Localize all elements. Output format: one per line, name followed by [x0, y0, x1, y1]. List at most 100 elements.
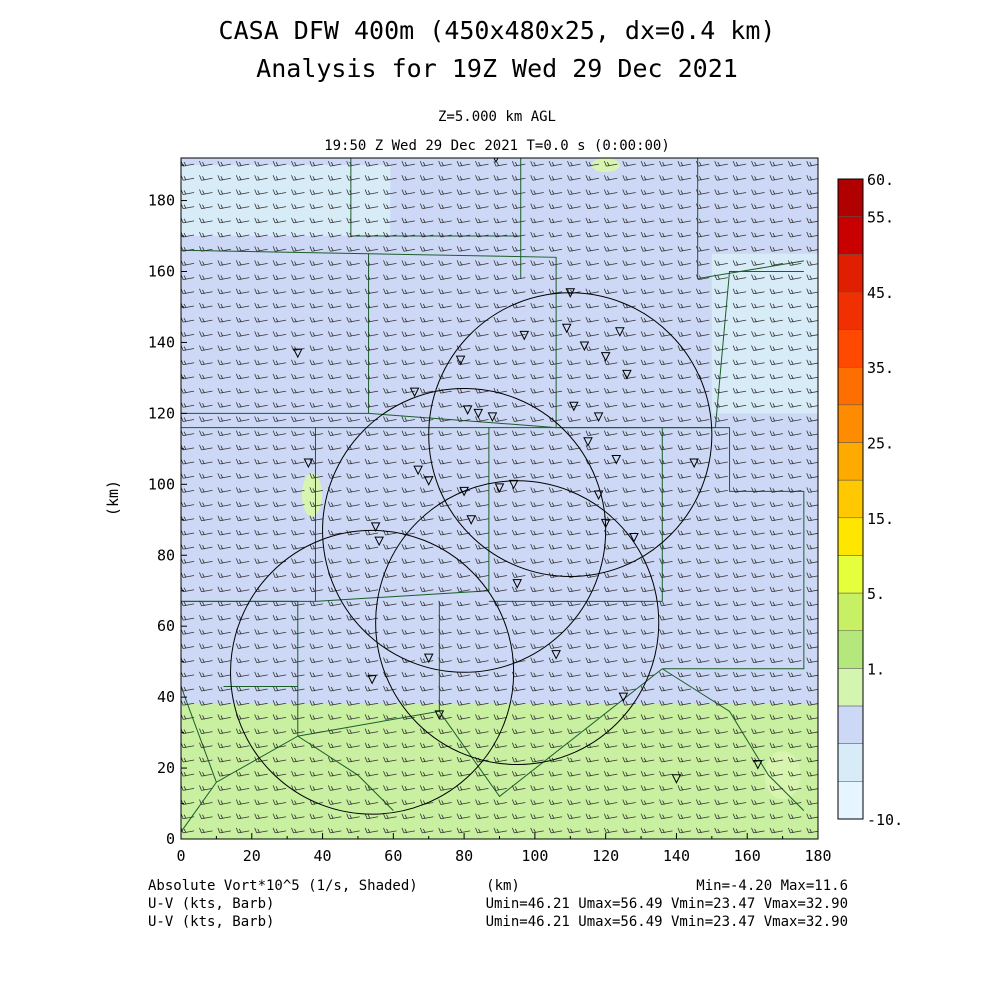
wind-barb: [787, 742, 802, 749]
wind-barb: [419, 160, 434, 167]
wind-barb: [787, 302, 802, 309]
wind-barb: [769, 728, 784, 734]
wind-barb: [585, 728, 599, 734]
wind-barb: [787, 586, 802, 593]
wind-barb: [603, 487, 618, 493]
wind-barb: [456, 430, 471, 437]
wind-barb: [438, 260, 452, 266]
wind-barb: [419, 742, 434, 749]
wind-barb: [327, 714, 342, 720]
wind-barb: [456, 515, 471, 522]
wind-barb: [419, 203, 434, 210]
wind-barb: [475, 458, 489, 465]
wind-barb: [419, 501, 434, 507]
wind-barb: [787, 416, 802, 422]
wind-barb: [622, 771, 636, 777]
wind-barb: [346, 189, 360, 195]
wind-barb: [622, 671, 636, 678]
wind-barb: [714, 160, 728, 167]
wind-barb: [695, 189, 710, 195]
wind-barb: [456, 331, 471, 337]
wind-barb: [199, 813, 213, 820]
wind-barb: [401, 501, 415, 507]
wind-barb: [769, 274, 784, 280]
wind-barb: [456, 742, 471, 749]
wind-barb: [493, 614, 507, 621]
wind-barb: [346, 700, 360, 706]
wind-barb: [199, 785, 213, 791]
wind-barb: [475, 643, 489, 649]
wind-barb: [714, 458, 728, 465]
wind-barb: [309, 756, 323, 763]
wind-barb: [475, 175, 489, 181]
wind-barb: [732, 671, 747, 678]
wind-barb: [346, 458, 360, 465]
wind-barb: [272, 359, 287, 366]
wind-barb: [677, 430, 692, 437]
wind-barb: [714, 501, 728, 507]
radar-site-marker: [434, 710, 445, 720]
wind-barb: [622, 785, 636, 791]
wind-barb: [217, 416, 231, 422]
wind-barb: [603, 756, 618, 763]
wind-barb: [493, 444, 507, 451]
wind-barb: [732, 430, 747, 437]
wind-barb: [272, 544, 287, 550]
wind-barb: [383, 331, 397, 337]
wind-barb: [383, 671, 397, 678]
county-boundary: [350, 158, 522, 279]
shade-patch: [301, 472, 322, 517]
y-tick-label: 160: [148, 263, 175, 281]
wind-barb: [585, 586, 599, 593]
wind-barb: [622, 572, 636, 578]
wind-barb: [751, 430, 765, 437]
wind-barb: [567, 643, 581, 649]
radar-site-marker: [519, 330, 530, 341]
wind-barb: [475, 600, 489, 607]
wind-barb: [199, 288, 213, 295]
wind-barb: [659, 657, 673, 664]
wind-barb: [585, 160, 599, 167]
colorbar-segment: [837, 254, 864, 293]
wind-barb: [769, 714, 784, 720]
wind-barb: [364, 700, 379, 706]
wind-barb: [695, 771, 710, 777]
y-tick-label: 0: [166, 830, 175, 848]
wind-barb: [475, 430, 489, 437]
x-tick-label: 120: [592, 847, 619, 865]
wind-barb: [585, 203, 599, 210]
wind-barb: [511, 458, 526, 465]
wind-barb: [787, 501, 802, 507]
wind-barb: [291, 742, 305, 749]
radar-site-marker: [367, 674, 377, 685]
wind-barb: [530, 331, 544, 337]
wind-barb: [640, 402, 655, 408]
wind-barb: [364, 487, 379, 493]
county-boundary: [297, 735, 394, 811]
wind-barb: [401, 444, 415, 451]
wind-barb: [254, 274, 268, 280]
wind-barb: [511, 614, 526, 621]
wind-barb: [732, 402, 747, 408]
wind-barb: [493, 331, 507, 337]
wind-barb: [585, 799, 599, 805]
wind-barb: [419, 614, 434, 621]
wind-barb: [475, 331, 489, 337]
wind-barb: [419, 274, 434, 280]
wind-barb: [291, 331, 305, 337]
wind-barb: [530, 529, 544, 536]
wind-barb: [511, 813, 526, 820]
y-axis-label: (km): [104, 480, 122, 516]
wind-barb: [493, 558, 507, 564]
wind-barb: [272, 189, 287, 195]
wind-barb: [695, 175, 710, 181]
wind-barb: [309, 827, 323, 834]
wind-barb: [640, 586, 655, 593]
wind-barb: [364, 444, 379, 451]
wind-barb: [383, 444, 397, 451]
wind-barb: [291, 359, 305, 366]
wind-barb: [769, 203, 784, 210]
radar-site-marker: [593, 490, 604, 501]
wind-barb: [787, 671, 802, 678]
wind-barb: [530, 572, 544, 578]
